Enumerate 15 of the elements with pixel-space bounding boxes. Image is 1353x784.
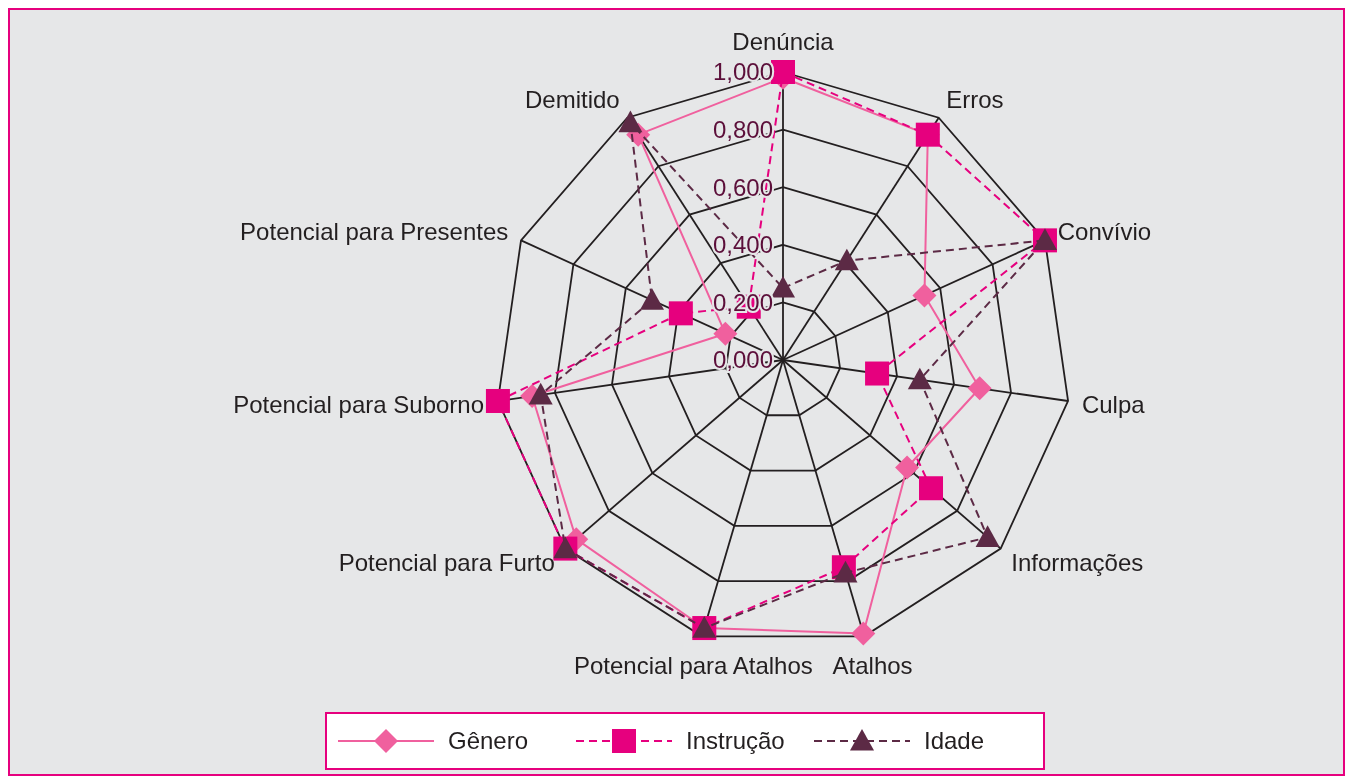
spoke-label: Denúncia [732, 28, 835, 56]
spoke-label: Informações [1011, 549, 1144, 577]
legend-label: Gênero [448, 727, 529, 755]
spoke-label: Demitido [525, 85, 620, 113]
legend-label: Instrução [686, 727, 785, 755]
spoke-label: Potencial para Suborno [233, 390, 485, 418]
y-tick-label: 0,800 [712, 116, 773, 143]
spoke-label: Atalhos [832, 651, 913, 679]
spoke-label: Culpa [1081, 390, 1146, 418]
legend-label: Idade [924, 727, 985, 755]
spoke-label: Potencial para Furto [338, 549, 555, 577]
spoke-label: Potencial para Presentes [240, 217, 509, 245]
spoke-label: Potencial para Atalhos [573, 651, 813, 679]
spoke-label: Erros [946, 85, 1004, 113]
spoke-label: Convívio [1057, 217, 1152, 245]
